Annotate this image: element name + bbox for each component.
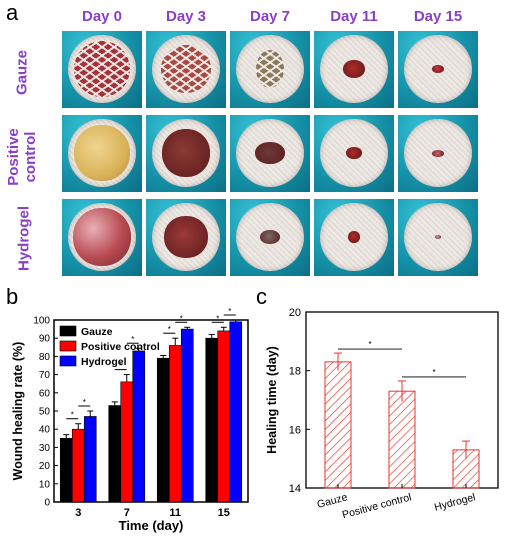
wound-photo-gauze-day-7 (230, 31, 310, 108)
x-tick-label: 7 (124, 507, 130, 519)
healing-time-bar (388, 390, 416, 489)
y-tick-label: 20 (39, 461, 51, 472)
bar-positive-control (120, 381, 134, 503)
y-axis-title: Wound healing rate (%) (11, 342, 25, 481)
row-label-gauze-line1: Gauze (13, 50, 31, 96)
x-tick-label: Hydrogel (433, 491, 477, 513)
bar-gauze (156, 357, 170, 503)
legend-swatch (59, 340, 77, 352)
y-tick-label: 60 (39, 388, 51, 399)
y-tick-label: 14 (289, 483, 301, 495)
row-label-positive-control: Positive control (5, 113, 39, 201)
panel-b-label: b (6, 284, 19, 309)
significance-star: * (368, 340, 371, 349)
bar-hydrogel (180, 328, 194, 503)
y-tick-label: 100 (33, 316, 50, 327)
significance-star: * (180, 314, 183, 323)
bar-gauze (205, 337, 219, 503)
panel-a-label: a (6, 0, 19, 25)
wound-photo-positive-control-day-11 (314, 115, 394, 192)
day-header-3: Day 3 (165, 8, 207, 25)
bar-gauze (108, 405, 122, 503)
legend-label: Positive control (81, 341, 160, 353)
bar-hydrogel (132, 350, 146, 503)
x-tick-label: 3 (75, 507, 81, 519)
wound-photo-positive-control-day-15 (398, 115, 478, 192)
day-header-0: Day 0 (81, 8, 123, 25)
wound-healing-rate-chart: 0 10 20 30 40 50 60 70 80 90 100 3 * * 7 * * 11 * * 15 * * Gauz… (11, 307, 249, 533)
y-tick-label: 0 (44, 498, 50, 509)
wound-photo-hydrogel-day-0 (62, 199, 142, 276)
y-tick-label: 18 (289, 366, 301, 378)
y-tick-label: 10 (39, 479, 51, 490)
significance-star: * (119, 362, 122, 371)
wound-photo-gauze-day-3 (146, 31, 226, 108)
day-header-11: Day 11 (330, 8, 378, 25)
day-header-15: Day 15 (413, 8, 463, 25)
x-tick-label: 11 (169, 507, 181, 519)
wound-photo-positive-control-day-3 (146, 115, 226, 192)
day-header-7: Day 7 (249, 8, 291, 25)
wound-photo-positive-control-day-7 (230, 115, 310, 192)
bar-hydrogel (229, 321, 243, 503)
y-tick-label: 80 (39, 352, 51, 363)
wound-photo-gauze-day-11 (314, 31, 394, 108)
significance-star: * (131, 335, 134, 344)
y-tick-label: 20 (289, 307, 301, 319)
row-label-positive-line2: control (22, 131, 39, 183)
significance-star: * (83, 398, 86, 407)
row-label-gauze: Gauze (14, 35, 31, 111)
legend-label: Gauze (81, 326, 113, 338)
y-axis-title: Healing time (day) (265, 346, 279, 454)
y-tick-label: 30 (39, 443, 51, 454)
row-label-hydrogel: Hydrogel (16, 195, 33, 283)
legend-swatch (59, 325, 77, 337)
bar-gauze (59, 438, 73, 503)
wound-photo-hydrogel-day-3 (146, 199, 226, 276)
healing-time-bar (324, 361, 352, 489)
y-tick-label: 90 (39, 334, 51, 345)
bar-positive-control (168, 345, 182, 503)
row-label-positive-line1: Positive (5, 128, 22, 186)
legend-swatch (59, 355, 77, 367)
wound-photo-gauze-day-15 (398, 31, 478, 108)
wound-photo-hydrogel-day-15 (398, 199, 478, 276)
row-label-hydrogel-line1: Hydrogel (15, 206, 33, 272)
x-tick-label: 15 (218, 507, 230, 519)
wound-photo-positive-control-day-0 (62, 115, 142, 192)
y-tick-label: 16 (289, 424, 301, 436)
significance-star: * (71, 411, 74, 420)
significance-star: * (228, 307, 231, 316)
significance-star: * (216, 314, 219, 323)
y-tick-label: 50 (39, 407, 51, 418)
y-tick-label: 40 (39, 425, 51, 436)
significance-star: * (432, 368, 435, 377)
wound-photo-gauze-day-0 (62, 31, 142, 108)
x-axis-title: Time (day) (119, 518, 184, 533)
y-tick-label: 70 (39, 370, 51, 381)
bar-hydrogel (83, 416, 97, 503)
significance-star: * (168, 325, 171, 334)
wound-photo-hydrogel-day-11 (314, 199, 394, 276)
panel-c-label: c (256, 284, 267, 309)
legend-label: Hydrogel (81, 356, 127, 368)
bar-positive-control (71, 428, 85, 503)
x-tick-label: Positive control (341, 491, 413, 521)
wound-photo-hydrogel-day-7 (230, 199, 310, 276)
bar-positive-control (217, 330, 231, 503)
